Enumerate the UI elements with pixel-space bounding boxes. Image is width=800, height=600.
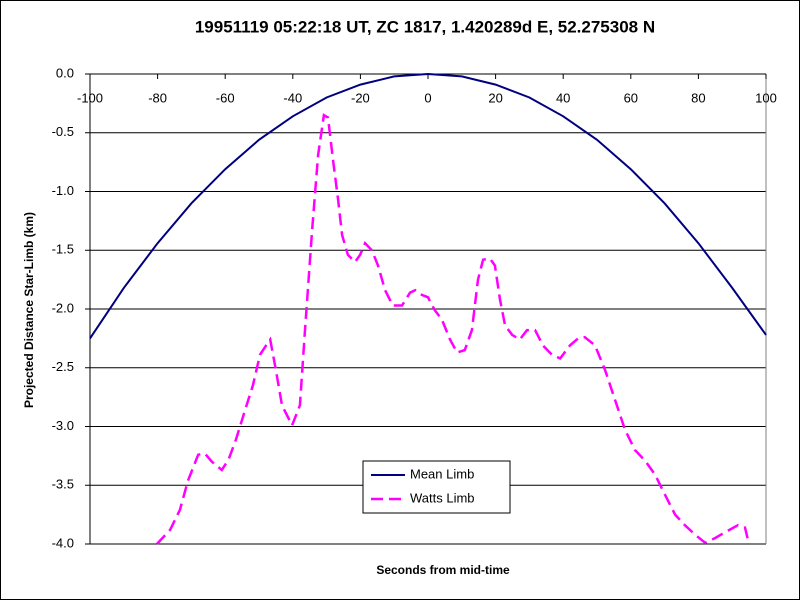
x-tick-label: 60 bbox=[624, 90, 638, 105]
y-tick-label: -2.5 bbox=[52, 359, 74, 374]
chart-title: 19951119 05:22:18 UT, ZC 1817, 1.420289d… bbox=[195, 17, 655, 36]
x-tick-label: -20 bbox=[351, 90, 370, 105]
data-line bbox=[155, 113, 750, 545]
x-tick-label: -100 bbox=[77, 90, 103, 105]
x-tick-label: -60 bbox=[216, 90, 235, 105]
x-tick-label: 0 bbox=[424, 90, 431, 105]
y-tick-label: -4.0 bbox=[52, 535, 74, 550]
y-tick-label: -1.5 bbox=[52, 242, 74, 257]
y-tick-label: -0.5 bbox=[52, 124, 74, 139]
y-tick-label: 0.0 bbox=[56, 65, 74, 80]
x-tick-label: 20 bbox=[488, 90, 502, 105]
legend-label: Watts Limb bbox=[410, 490, 475, 505]
x-axis-label: Seconds from mid-time bbox=[376, 563, 510, 577]
x-tick-label: -40 bbox=[283, 90, 302, 105]
y-tick-label: -2.0 bbox=[52, 300, 74, 315]
y-tick-label: -3.5 bbox=[52, 477, 74, 492]
x-tick-label: -80 bbox=[148, 90, 167, 105]
y-axis-label: Projected Distance Star-Limb (km) bbox=[22, 212, 36, 408]
legend-box bbox=[362, 460, 511, 514]
x-tick-label: 40 bbox=[556, 90, 570, 105]
x-tick-label: 100 bbox=[755, 90, 777, 105]
data-line bbox=[89, 72, 767, 339]
legend-label: Mean Limb bbox=[410, 466, 474, 481]
y-tick-label: -1.0 bbox=[52, 183, 74, 198]
x-tick-label: 80 bbox=[691, 90, 705, 105]
y-tick-label: -3.0 bbox=[52, 418, 74, 433]
